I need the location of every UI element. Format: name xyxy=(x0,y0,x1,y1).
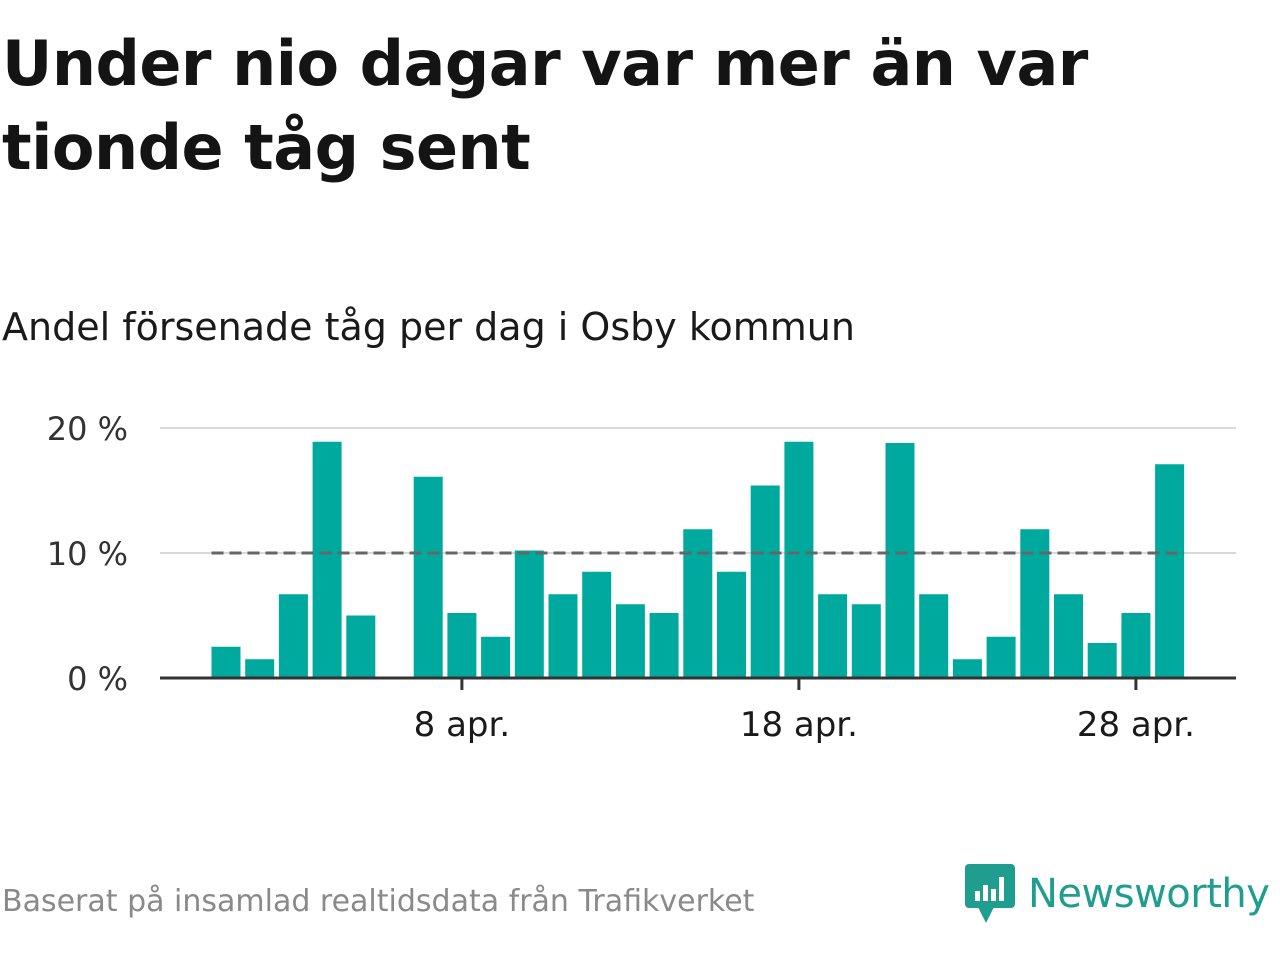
newsworthy-logo-icon xyxy=(965,864,1015,923)
bar xyxy=(986,636,1016,678)
bar xyxy=(717,571,746,678)
bar xyxy=(245,659,275,678)
bar xyxy=(649,613,679,678)
tick-labels-layer: 0 % 10 % 20 % 8 apr. 18 apr. 28 apr. xyxy=(47,410,1195,745)
bar xyxy=(952,659,982,678)
bar xyxy=(1087,643,1117,678)
bar xyxy=(1054,594,1083,678)
bar xyxy=(211,646,241,678)
x-tick-label: 28 apr. xyxy=(1077,705,1195,745)
brand: Newsworthy xyxy=(964,862,1270,926)
chart-subtitle: Andel försenade tåg per dag i Osby kommu… xyxy=(2,305,855,349)
bar xyxy=(278,594,308,678)
bar xyxy=(514,550,544,678)
bar xyxy=(784,441,814,678)
bar xyxy=(1155,464,1185,678)
bar xyxy=(346,615,376,678)
bar xyxy=(615,604,645,678)
bar xyxy=(750,485,780,678)
bar xyxy=(413,476,443,678)
bar xyxy=(548,594,578,678)
y-tick-label: 0 % xyxy=(67,660,128,698)
bar xyxy=(447,613,477,678)
bar xyxy=(818,594,848,678)
brand-name: Newsworthy xyxy=(1028,871,1270,917)
x-tick-label: 18 apr. xyxy=(740,705,858,745)
bar xyxy=(312,441,342,678)
x-tick-label: 8 apr. xyxy=(414,705,511,745)
source-note: Baserat på insamlad realtidsdata från Tr… xyxy=(2,884,755,919)
y-tick-label: 10 % xyxy=(47,535,128,573)
bars-layer xyxy=(211,441,1185,678)
bar-chart: 0 % 10 % 20 % 8 apr. 18 apr. 28 apr. xyxy=(47,410,1236,745)
bar xyxy=(885,443,915,678)
chart-title: Under nio dagar var mer än var tionde tå… xyxy=(2,27,1088,184)
y-tick-label: 20 % xyxy=(47,410,128,448)
bar xyxy=(919,594,949,678)
bar xyxy=(1121,613,1151,678)
bar xyxy=(582,571,612,678)
axis-layer xyxy=(160,676,1236,690)
bar xyxy=(481,636,511,678)
bar xyxy=(851,604,881,678)
